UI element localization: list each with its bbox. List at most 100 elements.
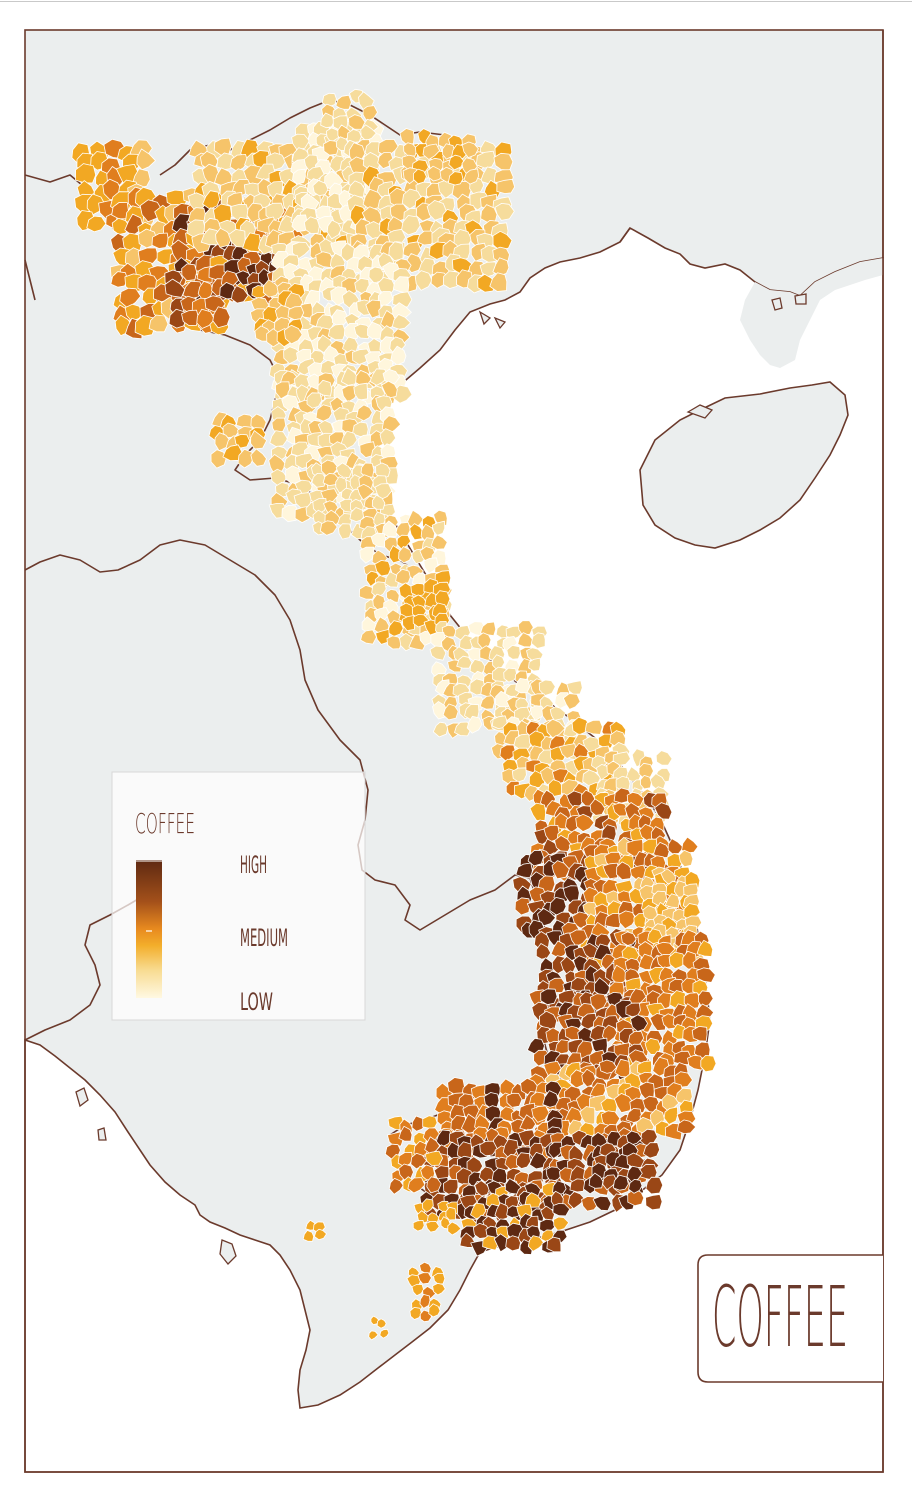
district-region <box>302 1230 315 1242</box>
district-region <box>604 913 622 928</box>
district-region <box>592 1195 612 1212</box>
district-region <box>618 910 636 930</box>
hainan-island <box>639 381 849 549</box>
legend-low-label: LOW <box>240 988 273 1016</box>
district-region <box>371 581 387 599</box>
district-region <box>338 523 352 540</box>
district-region <box>661 1013 678 1030</box>
district-region <box>132 168 151 188</box>
district-region <box>696 967 716 983</box>
district-region <box>362 105 378 122</box>
district-region <box>339 498 354 513</box>
district-region <box>250 430 267 450</box>
district-region <box>210 449 227 469</box>
district-region <box>681 836 699 854</box>
district-region <box>410 583 428 597</box>
district-region <box>538 679 556 696</box>
district-region <box>341 385 358 403</box>
district-region <box>360 124 377 142</box>
title-box-border <box>697 1254 883 1383</box>
legend: COFFEE HIGH MEDIUM LOW <box>111 771 366 1021</box>
district-region <box>86 215 107 233</box>
district-region <box>283 324 303 345</box>
district-region <box>360 629 377 645</box>
district-region <box>529 1152 549 1170</box>
district-region <box>413 168 427 185</box>
district-region <box>395 568 411 585</box>
district-region <box>306 392 323 409</box>
district-region <box>447 1221 462 1236</box>
district-region <box>321 92 337 108</box>
district-region <box>409 523 424 541</box>
district-region <box>529 802 547 821</box>
district-region <box>229 154 249 172</box>
district-region <box>327 323 347 341</box>
district-region <box>406 509 424 529</box>
district-region <box>466 1156 483 1175</box>
title-box: COFFEE <box>697 1254 883 1383</box>
district-region <box>283 346 303 365</box>
district-region <box>312 498 327 515</box>
district-region <box>422 1198 434 1213</box>
district-region <box>518 620 534 636</box>
district-region <box>589 798 606 816</box>
district-region <box>630 1014 648 1032</box>
district-region <box>419 1294 431 1309</box>
district-region <box>303 216 320 234</box>
district-region <box>417 1272 432 1285</box>
district-region <box>494 1202 510 1221</box>
district-region <box>359 585 376 600</box>
district-region <box>391 314 411 330</box>
district-region <box>678 849 694 868</box>
map-title: COFFEE <box>712 1268 848 1366</box>
district-region <box>569 1178 587 1193</box>
district-region <box>396 534 412 550</box>
district-region <box>551 860 570 880</box>
district-region <box>494 203 515 221</box>
district-region <box>379 428 397 449</box>
district-region <box>653 842 670 858</box>
district-region <box>492 230 513 252</box>
district-region <box>426 1176 442 1194</box>
district-region <box>443 1178 459 1196</box>
district-region <box>530 632 546 649</box>
district-region <box>433 1272 446 1285</box>
district-region <box>379 1328 390 1339</box>
district-region <box>628 1179 643 1194</box>
district-region <box>398 1125 413 1142</box>
district-region <box>401 215 421 236</box>
district-region <box>550 940 568 959</box>
district-region <box>435 1129 452 1148</box>
district-region <box>136 148 156 171</box>
district-region <box>554 692 569 709</box>
district-region <box>292 241 311 259</box>
district-region <box>366 570 381 587</box>
district-region <box>374 560 392 577</box>
district-region <box>654 802 673 820</box>
district-region <box>357 483 375 501</box>
district-region <box>515 862 533 879</box>
district-region <box>537 908 556 927</box>
district-region <box>559 743 577 759</box>
district-region <box>566 680 583 695</box>
district-region <box>430 534 448 550</box>
district-region <box>360 462 375 478</box>
district-region <box>250 448 267 467</box>
district-region <box>431 520 446 536</box>
district-region <box>181 263 198 282</box>
district-region <box>291 133 310 151</box>
district-region <box>375 462 391 480</box>
district-region <box>616 861 633 881</box>
district-region <box>447 171 464 186</box>
district-region <box>237 448 254 469</box>
district-region <box>663 1106 679 1125</box>
district-region <box>626 1152 645 1169</box>
district-region <box>384 571 400 588</box>
district-region <box>398 546 413 564</box>
district-region <box>579 1106 596 1126</box>
district-region <box>588 1172 604 1189</box>
district-region <box>397 1151 413 1168</box>
district-region <box>643 1142 660 1159</box>
district-region <box>511 767 527 783</box>
district-region <box>340 430 358 449</box>
